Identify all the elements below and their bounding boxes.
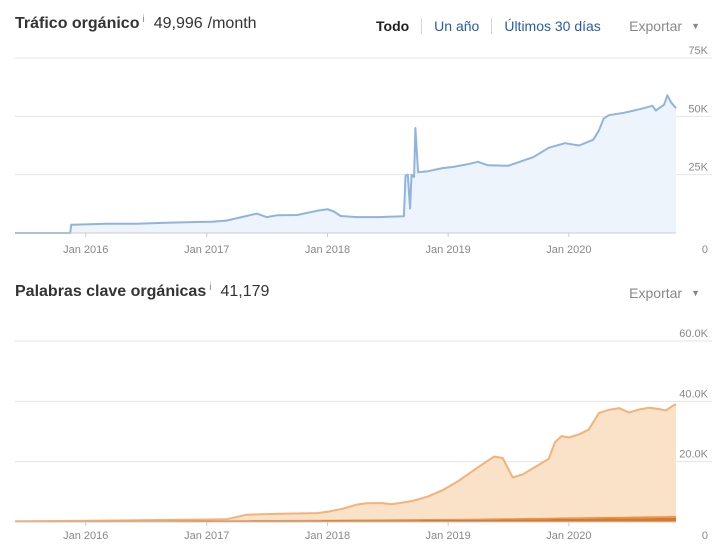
y-tick-label: 40.0K (679, 388, 708, 400)
traffic-suffix: /month (207, 15, 257, 32)
traffic-title: Tráfico orgánico (15, 15, 140, 32)
range-divider (421, 18, 423, 34)
traffic-area (15, 95, 676, 233)
keywords-band (15, 517, 676, 522)
x-tick-label: Jan 2017 (184, 530, 229, 542)
y-tick-label: 20.0K (679, 449, 708, 461)
traffic-export-button[interactable]: Exportar ▼ (629, 18, 700, 34)
range-divider (491, 18, 493, 34)
y-tick-label: 60.0K (679, 328, 708, 340)
x-tick-label: Jan 2016 (63, 530, 108, 542)
keywords-panel: Palabras clave orgánicas i 41,179 Export… (0, 265, 724, 553)
traffic-chart: Jan 2016 Jan 2017 Jan 2018 Jan 2019 Jan 2020… (15, 45, 712, 256)
traffic-header: Tráfico orgánico i 49,996 /month (15, 14, 257, 39)
y-tick-label: 0 (702, 530, 708, 542)
x-tick-label: Jan 2017 (184, 244, 229, 256)
x-tick-label: Jan 2019 (426, 530, 471, 542)
keywords-header: Palabras clave orgánicas i 41,179 (15, 282, 270, 307)
range-todo[interactable]: Todo (376, 18, 410, 34)
keywords-export-button[interactable]: Exportar ▼ (629, 285, 700, 301)
range-ultimos-30-dias[interactable]: Últimos 30 días (504, 18, 601, 34)
x-tick-label: Jan 2020 (546, 244, 591, 256)
keywords-line (14, 403, 677, 523)
keywords-value: 41,179 (220, 283, 270, 300)
traffic-value: 49,996 (153, 15, 203, 32)
x-tick-label: Jan 2020 (546, 530, 591, 542)
keywords-band (15, 516, 676, 522)
export-label: Exportar (629, 285, 683, 301)
keywords-chart: Jan 2016 Jan 2017 Jan 2018 Jan 2019 Jan 2020… (14, 328, 712, 542)
y-tick-label: 0 (702, 244, 708, 256)
range-un-ano[interactable]: Un año (434, 18, 480, 34)
x-tick-label: Jan 2018 (305, 530, 350, 542)
chevron-down-icon: ▼ (691, 288, 700, 298)
y-tick-label: 50K (688, 103, 708, 115)
chevron-down-icon: ▼ (691, 21, 700, 31)
x-tick-label: Jan 2019 (426, 244, 471, 256)
traffic-info-icon[interactable]: i (142, 14, 145, 25)
keywords-area (15, 404, 676, 522)
traffic-panel: Tráfico orgánico i 49,996 /month Todo Un… (0, 0, 724, 265)
y-tick-label: 75K (688, 45, 708, 57)
keywords-title: Palabras clave orgánicas (15, 283, 207, 300)
x-tick-label: Jan 2016 (63, 244, 108, 256)
traffic-line (15, 94, 677, 234)
x-tick-label: Jan 2018 (305, 244, 350, 256)
y-tick-label: 25K (688, 162, 708, 174)
range-selector: Todo Un año Últimos 30 días (376, 18, 601, 34)
keywords-info-icon[interactable]: i (209, 282, 212, 293)
export-label: Exportar (629, 18, 683, 34)
